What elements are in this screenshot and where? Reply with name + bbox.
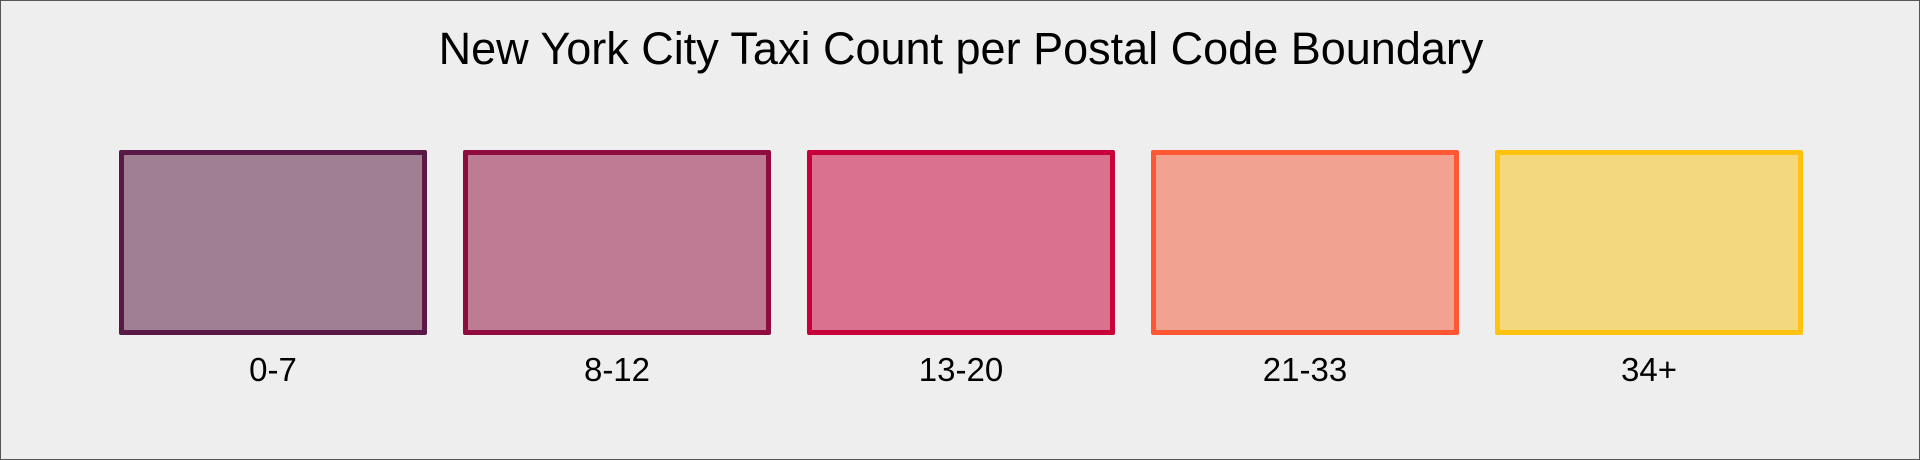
- legend-label: 8-12: [583, 351, 651, 388]
- legend-swatch-8-12: [463, 150, 771, 335]
- legend-label: 34+: [1621, 351, 1677, 388]
- legend-label: 21-33: [1262, 351, 1348, 388]
- legend-title: New York City Taxi Count per Postal Code…: [438, 23, 1484, 74]
- legend-swatch-0-7: [119, 150, 427, 335]
- legend-label: 13-20: [918, 351, 1004, 388]
- legend-swatch-13-20: [807, 150, 1115, 335]
- legend-label: 0-7: [249, 351, 297, 388]
- legend-swatch-21-33: [1151, 150, 1459, 335]
- legend-swatch-34+: [1495, 150, 1803, 335]
